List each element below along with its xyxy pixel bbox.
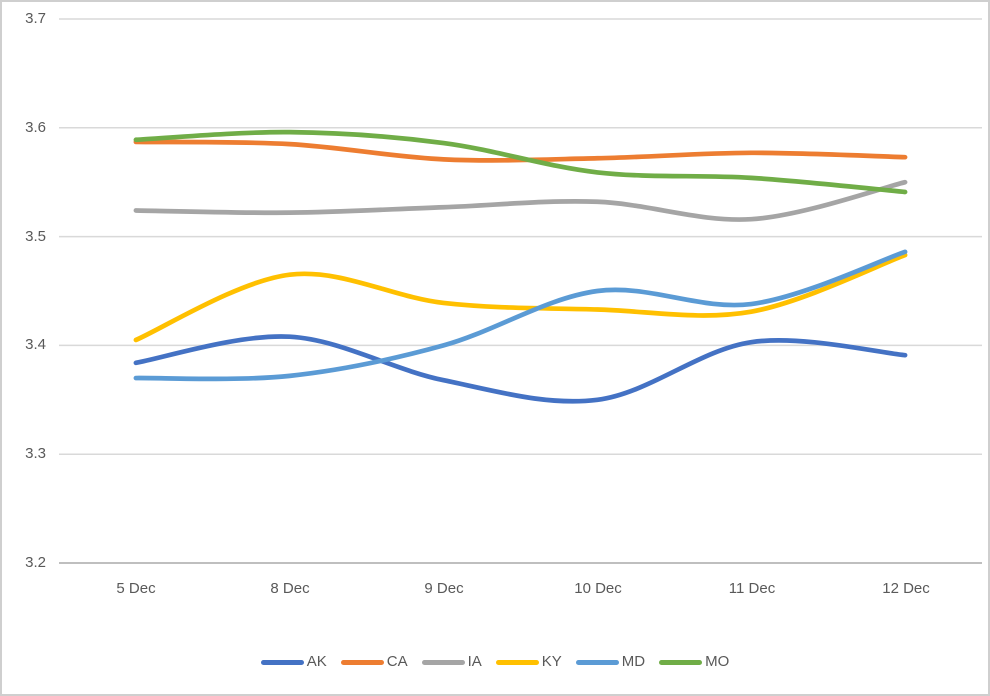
- y-tick-label: 3.6: [25, 119, 46, 136]
- series-line-ak[interactable]: [133, 334, 908, 404]
- legend-label: MO: [705, 653, 730, 670]
- legend-item-ky[interactable]: KY: [495, 652, 562, 672]
- y-tick-label: 3.2: [25, 554, 46, 571]
- x-tick-label: 5 Dec: [116, 580, 156, 597]
- legend-item-md[interactable]: MD: [575, 652, 646, 672]
- legend-item-ia[interactable]: IA: [421, 652, 482, 672]
- legend-label: MD: [621, 653, 646, 670]
- legend-label: IA: [467, 653, 482, 670]
- series-line-ky[interactable]: [133, 252, 908, 343]
- y-tick-label: 3.5: [25, 228, 46, 245]
- x-tick-label: 8 Dec: [270, 580, 310, 597]
- legend-line-swatch: [340, 659, 384, 665]
- legend-label: CA: [386, 653, 408, 670]
- legend-item-ak[interactable]: AK: [260, 652, 327, 672]
- series-line-mo[interactable]: [133, 129, 908, 195]
- chart-legend: AK CA IA KY MD MO: [0, 652, 990, 672]
- legend-label: KY: [541, 653, 562, 670]
- legend-line-swatch: [260, 659, 304, 665]
- series-line-ia[interactable]: [133, 179, 908, 222]
- x-tick-label: 10 Dec: [574, 580, 622, 597]
- legend-label: AK: [306, 653, 327, 670]
- y-tick-label: 3.4: [25, 336, 46, 353]
- x-tick-label: 9 Dec: [424, 580, 464, 597]
- x-tick-label: 11 Dec: [728, 580, 776, 597]
- legend-line-swatch: [659, 659, 703, 665]
- legend-item-mo[interactable]: MO: [659, 652, 729, 672]
- legend-line-swatch: [495, 659, 539, 665]
- y-tick-label: 3.7: [25, 10, 46, 27]
- series-line-md[interactable]: [133, 249, 908, 382]
- legend-line-swatch: [575, 659, 619, 665]
- y-tick-label: 3.3: [25, 445, 46, 462]
- x-tick-label: 12 Dec: [882, 580, 930, 597]
- legend-item-ca[interactable]: CA: [340, 652, 408, 672]
- legend-line-swatch: [421, 659, 465, 665]
